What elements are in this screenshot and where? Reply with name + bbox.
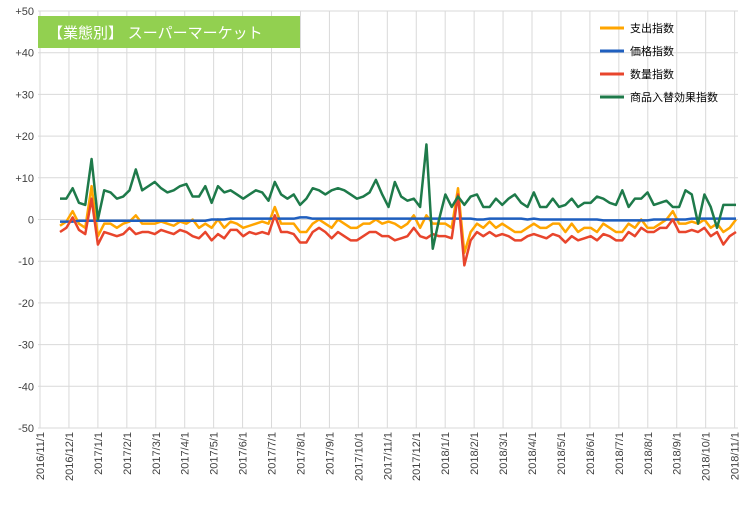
x-tick-label: 2017/3/1 bbox=[151, 432, 163, 475]
x-tick-label: 2017/8/1 bbox=[295, 432, 307, 475]
x-tick-label: 2018/7/1 bbox=[614, 432, 626, 475]
y-tick-label: 0 bbox=[28, 215, 34, 227]
y-tick-label: -40 bbox=[18, 381, 34, 393]
x-tick-label: 2017/10/1 bbox=[353, 432, 365, 481]
x-tick-label: 2018/5/1 bbox=[556, 432, 568, 475]
x-axis-ticks: 2016/11/1 2016/12/1 2017/1/1 2017/2/1 2017/3… bbox=[35, 432, 742, 481]
x-tick-label: 2018/9/1 bbox=[672, 432, 684, 475]
x-tick-label: 2017/4/1 bbox=[180, 432, 192, 475]
x-tick-label: 2016/11/1 bbox=[35, 432, 47, 480]
series-line-3 bbox=[60, 143, 736, 250]
y-tick-label: -30 bbox=[18, 340, 34, 352]
chart-title: 【業態別】 スーパーマーケット bbox=[48, 24, 263, 42]
series-line-0 bbox=[59, 184, 737, 255]
x-tick-label: 2017/12/1 bbox=[411, 432, 423, 481]
y-axis-ticks: +50 +40 +30 +20 +10 0 -10 -20 -30 -40 -50 bbox=[15, 6, 34, 435]
x-tick-label: 2018/11/1 bbox=[730, 432, 742, 480]
y-tick-label: +10 bbox=[15, 173, 34, 185]
x-tick-label: 2017/6/1 bbox=[238, 432, 250, 475]
x-tick-label: 2018/2/1 bbox=[469, 432, 481, 475]
x-tick-label: 2017/5/1 bbox=[209, 432, 221, 475]
x-tick-label: 2017/1/1 bbox=[93, 432, 105, 475]
y-tick-label: -50 bbox=[18, 423, 34, 435]
x-tick-label: 2017/2/1 bbox=[122, 432, 134, 475]
series-line-1 bbox=[60, 216, 736, 223]
y-tick-label: +20 bbox=[15, 131, 34, 143]
y-tick-label: +40 bbox=[15, 48, 34, 60]
x-tick-label: 2017/7/1 bbox=[267, 432, 279, 475]
series-line-2 bbox=[59, 193, 737, 267]
legend-label-3: 商品入替効果指数 bbox=[630, 90, 718, 104]
y-tick-label: -20 bbox=[18, 298, 34, 310]
x-tick-label: 2017/9/1 bbox=[324, 432, 336, 475]
y-tick-label: +50 bbox=[15, 6, 34, 18]
legend-label-1: 価格指数 bbox=[630, 44, 674, 58]
chart-title-box: 【業態別】 スーパーマーケット bbox=[38, 16, 300, 48]
chart-title-background bbox=[38, 16, 300, 48]
x-tick-label: 2016/12/1 bbox=[64, 432, 76, 481]
series-lines bbox=[59, 143, 737, 267]
x-tick-label: 2018/1/1 bbox=[440, 432, 452, 475]
x-tick-label: 2017/11/1 bbox=[382, 432, 394, 480]
x-tick-label: 2018/4/1 bbox=[527, 432, 539, 475]
y-tick-label: +30 bbox=[15, 89, 34, 101]
x-tick-label: 2018/10/1 bbox=[701, 432, 713, 481]
y-tick-label: -10 bbox=[18, 256, 34, 268]
x-tick-label: 2018/6/1 bbox=[585, 432, 597, 475]
legend-label-2: 数量指数 bbox=[630, 67, 674, 81]
x-tick-label: 2018/8/1 bbox=[643, 432, 655, 475]
x-tick-label: 2018/3/1 bbox=[498, 432, 510, 475]
legend-label-0: 支出指数 bbox=[630, 21, 674, 35]
